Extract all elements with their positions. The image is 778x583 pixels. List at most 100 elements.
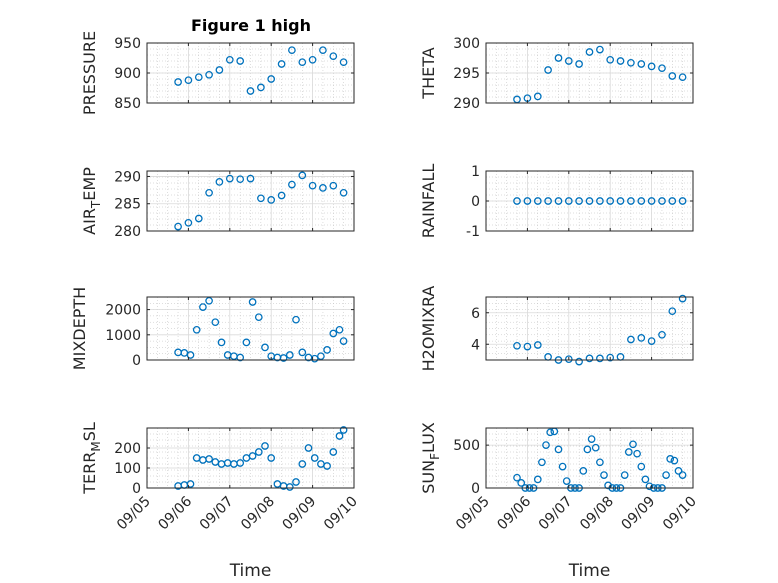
data-point [627, 197, 635, 205]
data-point [186, 351, 195, 359]
data-point [637, 197, 646, 205]
data-point [205, 70, 213, 79]
data-point [579, 467, 588, 475]
data-point [624, 448, 633, 456]
data-point [627, 58, 635, 67]
data-point [319, 46, 327, 55]
data-point [339, 58, 348, 67]
data-point [616, 57, 625, 65]
data-point [225, 55, 234, 64]
data-point [554, 54, 563, 62]
data-point [666, 455, 675, 463]
data-point [205, 296, 213, 305]
data-point [267, 454, 276, 462]
data-point [292, 478, 300, 486]
y-tick-label: 2000 [105, 303, 141, 319]
data-point [678, 73, 687, 82]
y-tick-label: 0 [471, 481, 480, 497]
axes-frame [485, 427, 694, 489]
data-point [279, 354, 288, 362]
data-point [585, 197, 594, 205]
data-point [544, 197, 552, 205]
data-point [292, 315, 300, 324]
data-point [319, 184, 327, 192]
y-tick-label: 290 [114, 169, 141, 185]
y-axis-label: THETA [419, 47, 438, 99]
data-point [678, 471, 687, 479]
data-point [647, 62, 656, 71]
x-axis-label: Time [229, 561, 272, 581]
data-point [670, 456, 679, 465]
data-point [564, 355, 573, 364]
data-point [542, 441, 550, 449]
figure-title: Figure 1 high [191, 16, 311, 35]
data-point [317, 352, 325, 361]
x-tick-label: 09/05 [114, 494, 154, 534]
data-point [513, 197, 521, 205]
data-point [329, 448, 338, 456]
data-point [533, 475, 542, 484]
y-tick-label: 295 [453, 66, 480, 82]
data-point [248, 452, 257, 460]
panel-air-temp: 280 285 290 AIRTEMP [80, 167, 355, 240]
data-point [335, 325, 344, 334]
data-point [583, 445, 592, 454]
x-tick-label: 09/10 [321, 494, 361, 534]
y-axis-label: MIXDEPTH [70, 287, 89, 370]
y-tick-label: 285 [114, 197, 141, 213]
data-point [517, 479, 526, 487]
data-point [554, 197, 563, 205]
data-point [242, 338, 251, 347]
x-tick-label: 09/09 [619, 494, 659, 534]
data-point [606, 353, 615, 362]
data-point [533, 197, 542, 205]
data-point [339, 426, 348, 434]
data-point [585, 354, 594, 363]
data-point [575, 60, 583, 68]
data-point [236, 459, 245, 467]
data-point [194, 214, 203, 223]
data-point [184, 218, 193, 227]
data-point [575, 357, 583, 366]
data-point [298, 460, 307, 468]
data-point [587, 435, 596, 443]
data-point [596, 354, 604, 363]
data-point [174, 78, 182, 86]
data-point [591, 443, 600, 452]
x-tick-label: 09/07 [197, 494, 237, 534]
data-point [236, 353, 245, 362]
data-point [310, 454, 319, 462]
data-point [285, 483, 294, 491]
data-point [329, 52, 338, 61]
y-axis-label: H2OMIXRA [419, 286, 438, 372]
data-point [298, 348, 307, 357]
x-tick-label: 09/08 [238, 494, 278, 534]
data-point [564, 197, 573, 205]
x-tick-label: 09/05 [453, 494, 493, 534]
data-point [277, 60, 286, 68]
data-point [600, 471, 608, 479]
axes-frame [146, 296, 355, 361]
data-point [616, 197, 625, 205]
y-tick-label: 850 [114, 96, 141, 112]
y-axis-label: PRESSURE [80, 31, 99, 115]
data-point [620, 471, 629, 479]
data-point [298, 171, 307, 180]
y-tick-label: 0 [471, 194, 480, 210]
data-point [329, 181, 338, 190]
data-point [339, 188, 348, 197]
data-point [310, 354, 319, 363]
data-point [184, 76, 193, 85]
data-point [261, 442, 269, 450]
data-point [523, 197, 532, 205]
panel-sun-flux: 0 500 SUNFLUX 09/05 09/06 09/07 09/08 09/09 09/1… [419, 422, 700, 581]
data-point [267, 75, 276, 83]
y-tick-label: 100 [114, 461, 141, 477]
data-point [637, 462, 646, 471]
x-tick-label: 09/06 [494, 493, 534, 533]
data-point [647, 337, 656, 345]
data-point [257, 194, 265, 203]
data-point [596, 197, 604, 205]
data-point [523, 342, 532, 351]
data-point [575, 197, 583, 205]
